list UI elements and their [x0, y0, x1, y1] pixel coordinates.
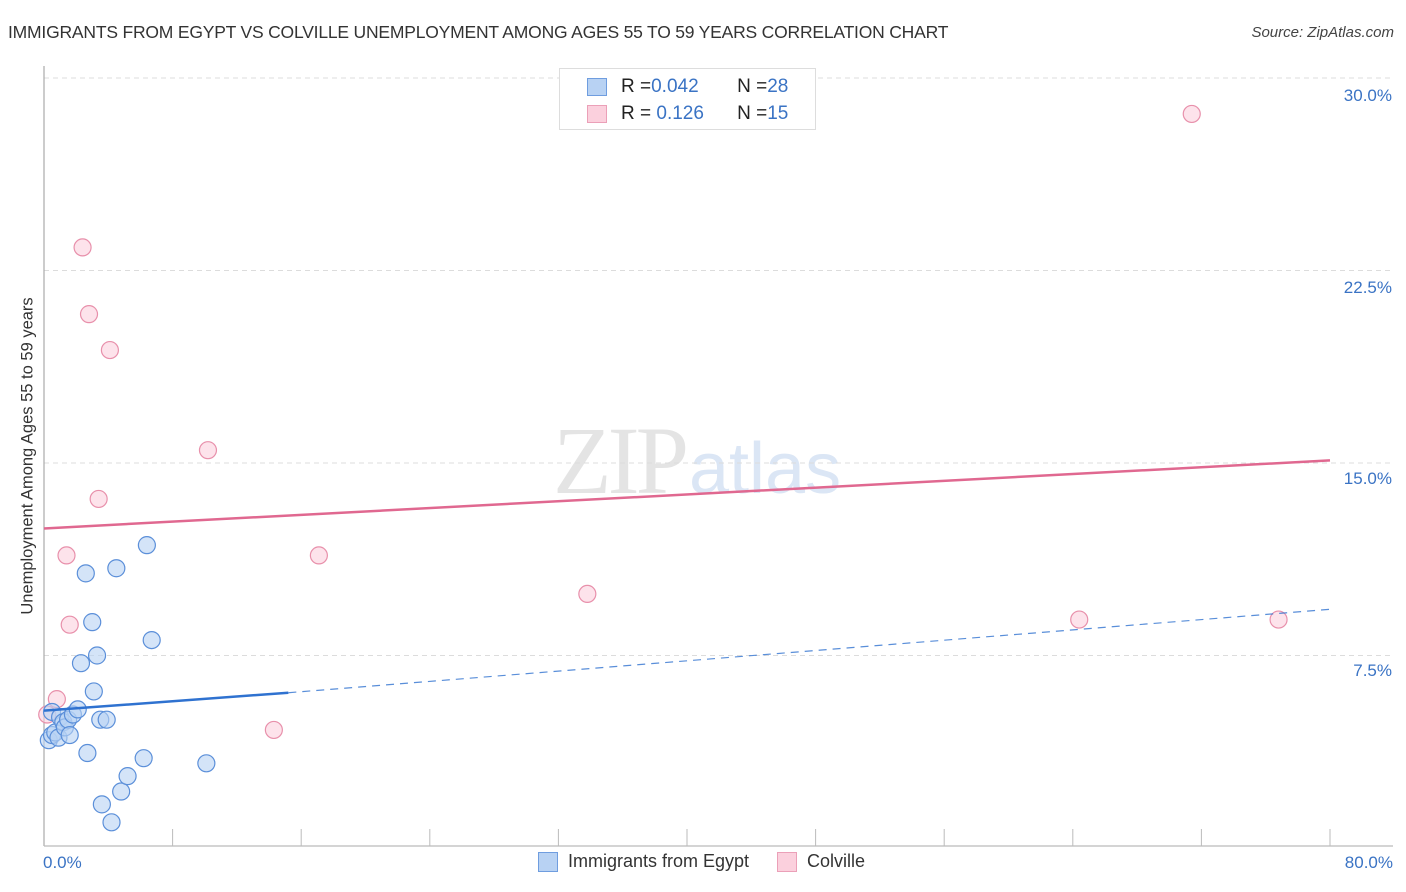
colville-point — [79, 305, 99, 324]
egypt-point — [97, 710, 116, 729]
colville-trend-line — [43, 459, 1331, 530]
egypt-point — [107, 559, 126, 578]
y-tick-label: 22.5% — [1343, 278, 1392, 297]
stats-legend: R = 0.042 N = 28 R = 0.126 N = 15 — [559, 68, 816, 130]
x-tick-min: 0.0% — [43, 853, 82, 872]
n-value: 28 — [767, 76, 789, 97]
legend-label: Colville — [807, 851, 866, 871]
colville-point — [1070, 610, 1089, 629]
n-label: N = — [737, 76, 768, 97]
source-label: Source: ZipAtlas.com — [1251, 24, 1394, 41]
colville-point — [73, 238, 92, 257]
egypt-point — [84, 682, 103, 701]
legend-row-colville: R = 0.126 N = 15 — [587, 102, 788, 126]
n-value: 15 — [767, 103, 789, 124]
y-tick-label: 30.0% — [1343, 86, 1392, 105]
r-label: R = — [621, 103, 652, 124]
legend-item-egypt[interactable]: Immigrants from Egypt — [538, 851, 749, 872]
colville-point — [264, 720, 283, 740]
colville-point — [1182, 104, 1201, 124]
r-value: 0.126 — [651, 103, 704, 124]
egypt-point — [118, 767, 137, 786]
colville-point — [100, 340, 120, 360]
colville-point — [578, 584, 597, 604]
colville-point — [60, 615, 79, 634]
y-tick-label: 15.0% — [1343, 469, 1392, 488]
legend-item-colville[interactable]: Colville — [777, 851, 865, 872]
egypt-point — [71, 654, 91, 673]
colville-point — [89, 489, 108, 509]
series-legend: Immigrants from Egypt Colville — [538, 851, 893, 872]
egypt-point — [142, 630, 161, 650]
egypt-point — [60, 725, 79, 745]
blue-swatch-icon — [587, 78, 607, 96]
egypt-point — [83, 613, 102, 632]
colville-point — [309, 546, 328, 565]
x-tick-max: 80.0% — [1344, 853, 1393, 872]
egypt-trend-extension — [288, 608, 1331, 694]
pink-swatch-icon — [777, 851, 798, 872]
colville-point — [198, 441, 218, 460]
r-label: R = — [621, 76, 652, 97]
egypt-point — [76, 564, 95, 583]
legend-label: Immigrants from Egypt — [568, 851, 750, 871]
r-value: 0.042 — [651, 76, 699, 97]
egypt-point — [197, 754, 216, 773]
colville-point — [1269, 610, 1288, 629]
pink-swatch-icon — [587, 105, 607, 123]
blue-swatch-icon — [538, 851, 558, 872]
egypt-point — [112, 782, 131, 801]
colville-point — [57, 546, 76, 565]
chart-title: IMMIGRANTS FROM EGYPT VS COLVILLE UNEMPL… — [8, 22, 949, 42]
y-axis-label: Unemployment Among Ages 55 to 59 years — [18, 297, 37, 615]
egypt-point — [102, 813, 121, 832]
n-label: N = — [737, 103, 768, 124]
egypt-point — [137, 536, 156, 555]
egypt-point — [87, 646, 107, 665]
egypt-point — [92, 795, 111, 814]
legend-row-egypt: R = 0.042 N = 28 — [587, 75, 788, 99]
y-tick-label: 7.5% — [1353, 661, 1392, 680]
egypt-point — [78, 743, 97, 763]
egypt-point — [134, 749, 153, 768]
watermark-atlas: atlas — [689, 429, 842, 509]
egypt-trend-line — [43, 691, 289, 712]
